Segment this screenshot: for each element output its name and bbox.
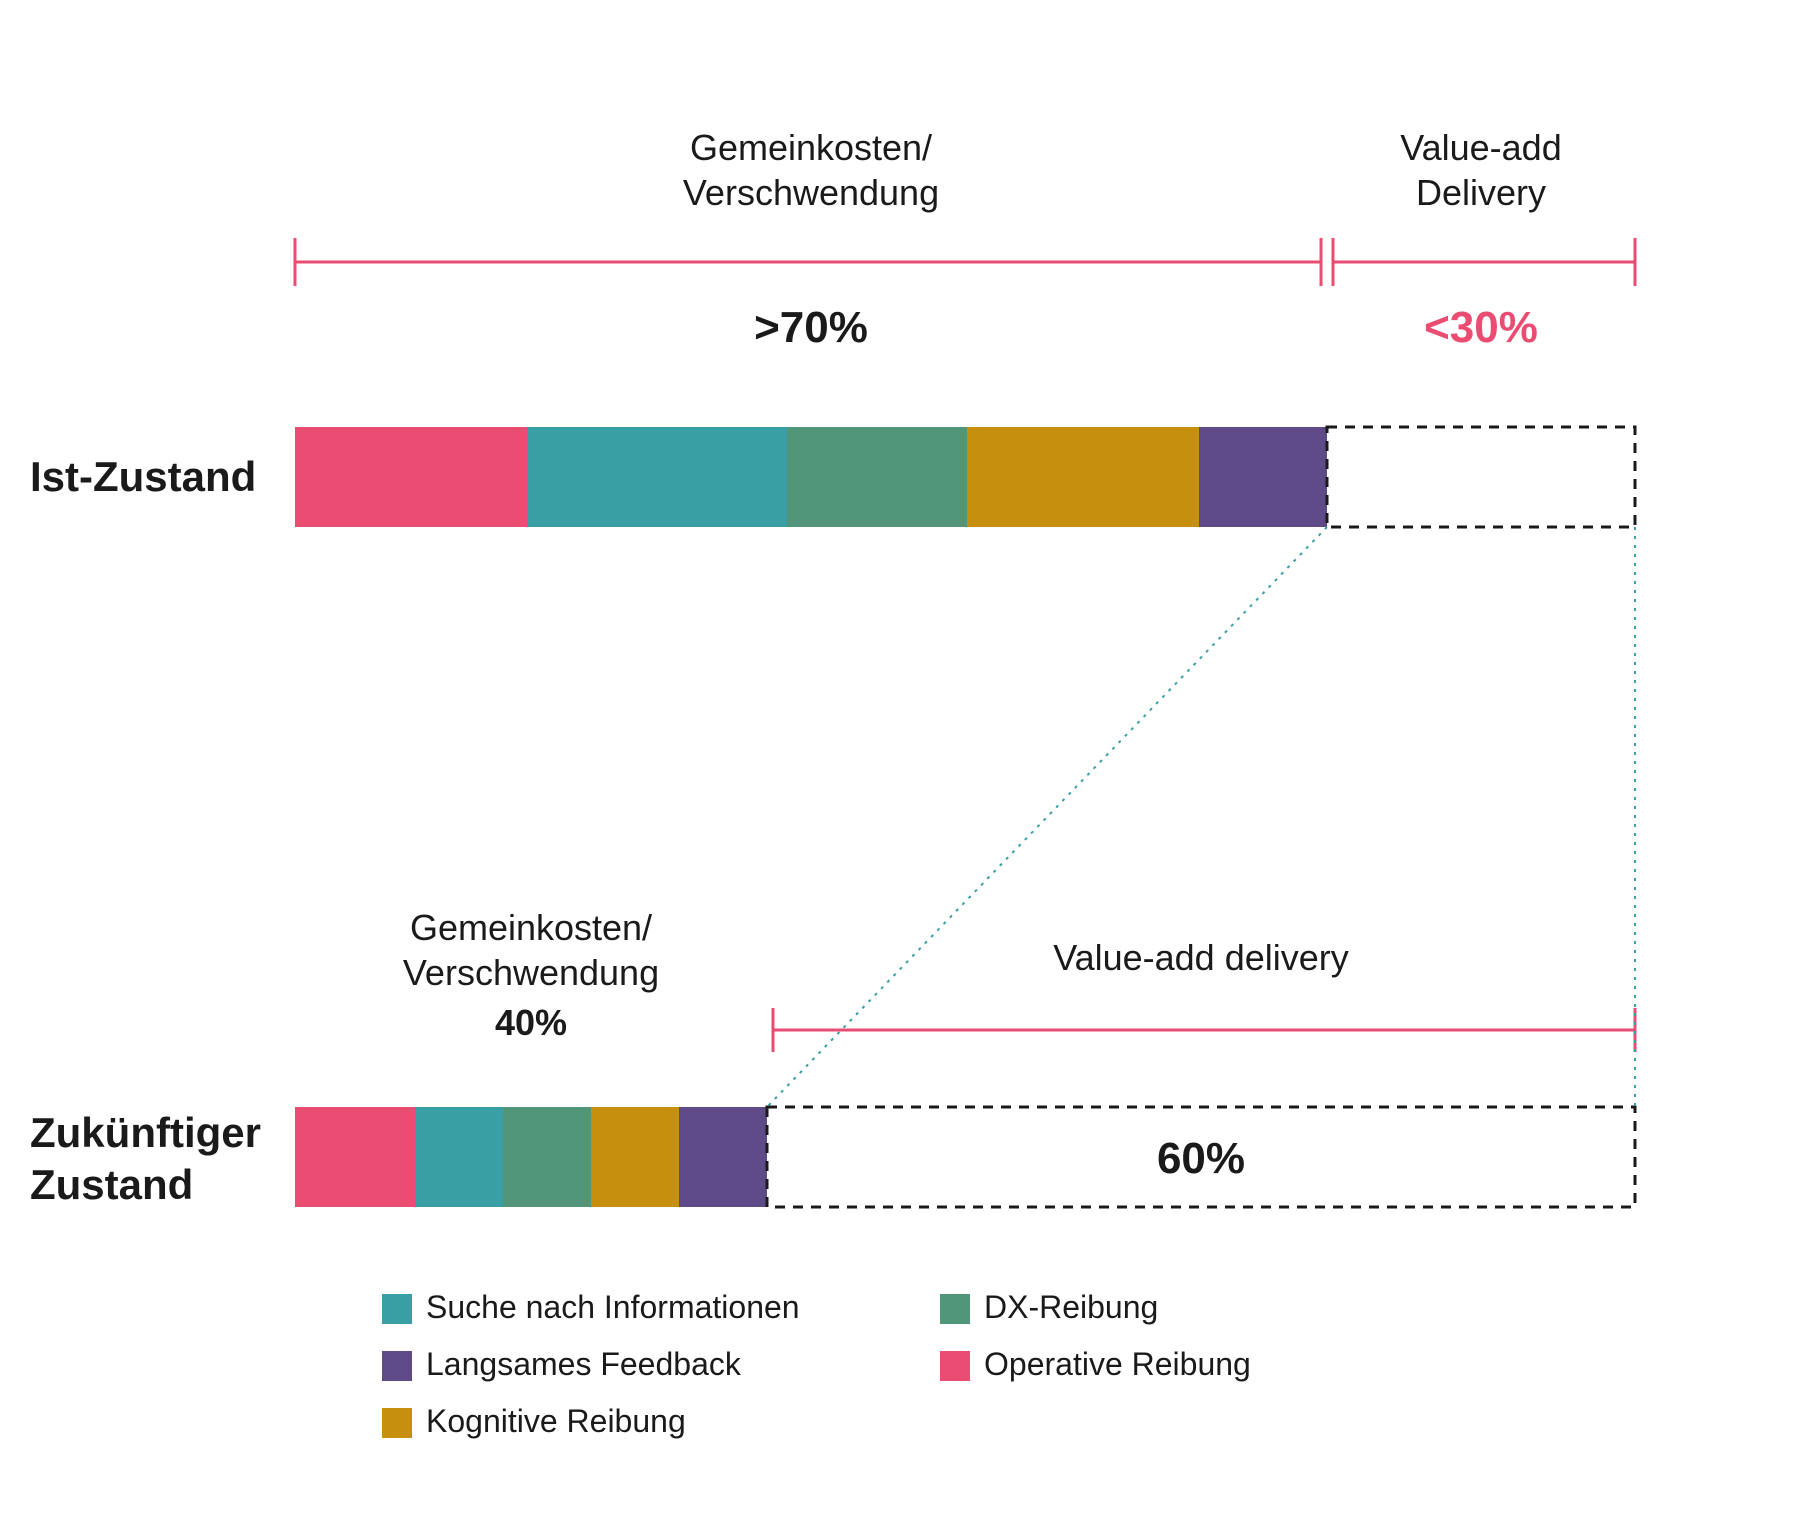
future-overhead-label-l2: Verschwendung [403, 952, 659, 993]
legend-swatch-search [382, 1294, 412, 1324]
current-value-label-l1: Value-add [1400, 127, 1561, 168]
current-value-bracket [1333, 238, 1635, 286]
legend-swatch-cognitive [382, 1408, 412, 1438]
future-seg-dx [503, 1107, 591, 1207]
current-overhead-bracket [295, 238, 1321, 286]
future-value-pct: 60% [1157, 1134, 1245, 1183]
future-value-label: Value-add delivery [1053, 937, 1349, 978]
current-value-add-box [1327, 427, 1635, 527]
future-seg-search [415, 1107, 503, 1207]
future-seg-feedback [679, 1107, 767, 1207]
current-overhead-label-l1: Gemeinkosten/ [690, 127, 932, 168]
legend-swatch-feedback [382, 1351, 412, 1381]
chart-root: Gemeinkosten/Verschwendung Value-addDeliv… [0, 0, 1800, 1523]
future-seg-operative [295, 1107, 415, 1207]
legend-label-dx: DX-Reibung [984, 1289, 1158, 1325]
current-overhead-label-l2: Verschwendung [683, 172, 939, 213]
current-value-label-l2: Delivery [1416, 172, 1546, 213]
current-overhead-pct: >70% [754, 303, 868, 352]
chart-svg: Gemeinkosten/Verschwendung Value-addDeliv… [0, 0, 1800, 1523]
current-seg-feedback [1199, 427, 1327, 527]
current-row-label: Ist-Zustand [30, 453, 256, 500]
legend-label-cognitive: Kognitive Reibung [426, 1403, 686, 1439]
future-row-label-l2: Zustand [30, 1161, 193, 1208]
legend-label-operative: Operative Reibung [984, 1346, 1251, 1382]
future-row-label-l1: Zukünftiger [30, 1109, 261, 1156]
current-seg-cognitive [967, 427, 1199, 527]
future-overhead-pct: 40% [495, 1002, 567, 1043]
legend-swatch-dx [940, 1294, 970, 1324]
future-overhead-label-l1: Gemeinkosten/ [410, 907, 652, 948]
current-seg-dx [787, 427, 967, 527]
connector-left [767, 527, 1327, 1107]
current-seg-operative [295, 427, 527, 527]
current-value-pct: <30% [1424, 303, 1538, 352]
future-seg-cognitive [591, 1107, 679, 1207]
legend-label-search: Suche nach Informationen [426, 1289, 800, 1325]
legend-label-feedback: Langsames Feedback [426, 1346, 742, 1382]
legend-swatch-operative [940, 1351, 970, 1381]
current-seg-search [527, 427, 787, 527]
future-value-bracket [773, 1008, 1635, 1052]
